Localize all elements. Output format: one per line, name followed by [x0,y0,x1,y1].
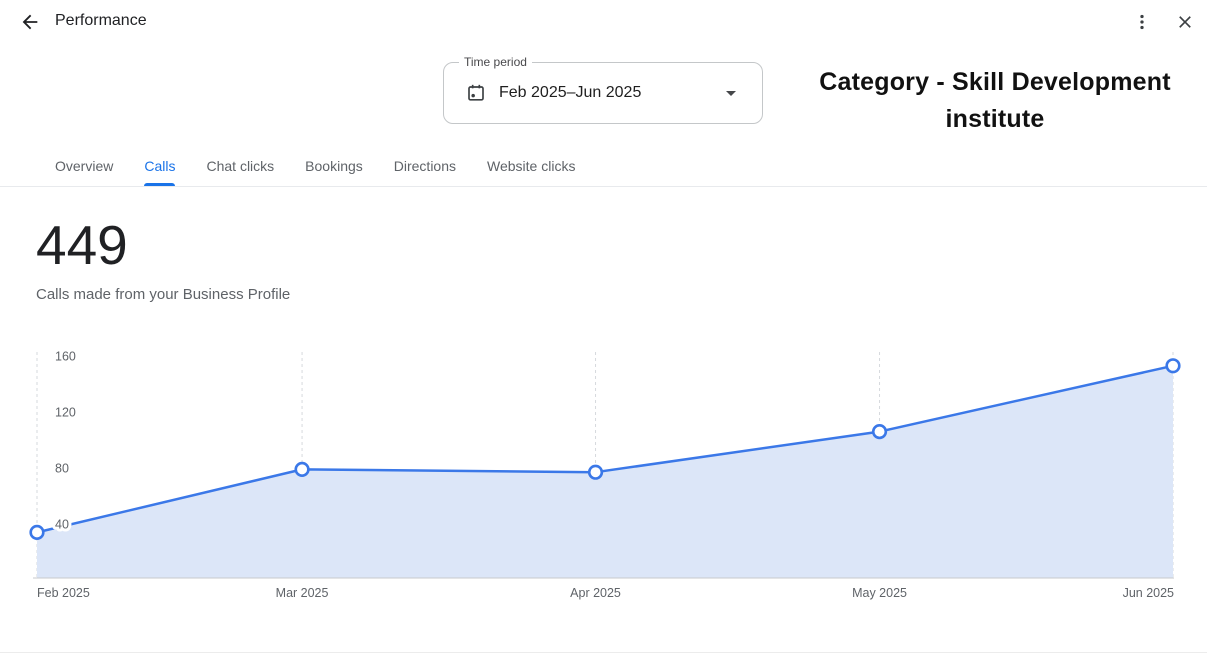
kebab-menu-icon [1140,14,1144,30]
x-tick-apr-2025: Apr 2025 [570,586,621,600]
data-point-may-2025[interactable] [871,424,888,440]
close-icon [1179,16,1191,28]
data-point-feb-2025[interactable] [29,524,45,541]
data-point-jun-2025[interactable] [1165,358,1181,374]
time-period-label: Time period [459,55,532,70]
time-period-row: Feb 2025–Jun 2025 [444,63,762,123]
tab-overview[interactable]: Overview [55,157,114,174]
more-options-button[interactable] [1128,8,1156,36]
x-tick-may-2025: May 2025 [852,586,907,600]
arrow-left-icon [22,14,38,30]
metric-description: Calls made from your Business Profile [36,286,291,303]
x-tick-jun-2025: Jun 2025 [1123,586,1174,600]
tab-website-clicks[interactable]: Website clicks [487,157,576,174]
calendar-icon [468,84,484,101]
calls-line-chart: 40 80 120 160 Feb 2025 Mar 2025 Apr 2025 May 20… [29,347,1181,600]
x-tick-mar-2025: Mar 2025 [276,586,329,600]
data-point-apr-2025[interactable] [587,464,604,480]
header-bar: Performance [0,0,1207,44]
tab-bar: Overview Calls Chat clicks Bookings Dire… [0,145,1207,187]
category-annotation: Category - Skill Development institute [819,68,1171,133]
chevron-down-icon [726,90,736,96]
y-tick-120: 120 [55,406,76,420]
tab-bookings[interactable]: Bookings [305,157,363,174]
y-tick-80: 80 [55,462,69,476]
back-button[interactable] [16,8,44,36]
y-tick-160: 160 [55,350,76,364]
tab-chat-clicks[interactable]: Chat clicks [206,157,275,174]
time-period-selector[interactable]: Time period Feb 2025–Jun 2025 [443,55,763,124]
tab-directions[interactable]: Directions [393,157,457,174]
bottom-divider [0,652,1207,653]
time-period-value: Feb 2025–Jun 2025 [499,84,642,101]
close-button[interactable] [1171,8,1199,36]
tab-calls[interactable]: Calls [144,145,176,186]
page-title: Performance [55,12,147,29]
metric-total-calls: 449 [36,214,128,276]
data-point-mar-2025[interactable] [294,461,310,478]
y-tick-40: 40 [55,518,69,532]
x-tick-feb-2025: Feb 2025 [37,586,90,600]
